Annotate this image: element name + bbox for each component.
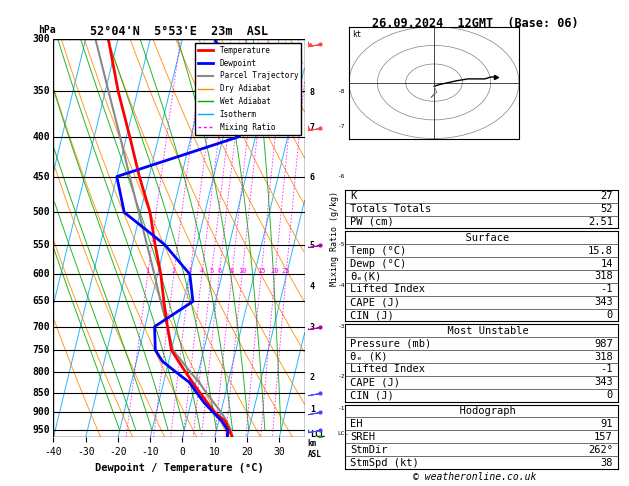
Text: 2.51: 2.51 xyxy=(588,217,613,227)
Text: hPa: hPa xyxy=(38,25,56,35)
Text: 262°: 262° xyxy=(588,445,613,455)
Text: 4: 4 xyxy=(200,268,204,274)
Text: Pressure (mb): Pressure (mb) xyxy=(350,339,431,349)
Text: 500: 500 xyxy=(32,208,50,217)
Text: Dewp (°C): Dewp (°C) xyxy=(350,259,406,269)
Text: -7: -7 xyxy=(338,124,345,129)
Text: Mixing Ratio (g/kg): Mixing Ratio (g/kg) xyxy=(330,191,338,286)
Text: 400: 400 xyxy=(32,132,50,141)
Legend: Temperature, Dewpoint, Parcel Trajectory, Dry Adiabat, Wet Adiabat, Isotherm, Mi: Temperature, Dewpoint, Parcel Trajectory… xyxy=(195,43,301,135)
Text: -4: -4 xyxy=(338,283,345,288)
Text: 700: 700 xyxy=(32,322,50,331)
Text: 15: 15 xyxy=(257,268,265,274)
Text: StmDir: StmDir xyxy=(350,445,387,455)
Text: 300: 300 xyxy=(32,34,50,44)
Text: 5: 5 xyxy=(209,268,213,274)
Bar xyxy=(53,39,305,437)
Text: Surface: Surface xyxy=(454,233,509,243)
Text: K: K xyxy=(350,191,357,201)
Text: 350: 350 xyxy=(32,86,50,96)
Text: 550: 550 xyxy=(32,240,50,250)
Text: 15.8: 15.8 xyxy=(588,245,613,256)
Text: 1: 1 xyxy=(146,268,150,274)
Text: 987: 987 xyxy=(594,339,613,349)
Text: Temp (°C): Temp (°C) xyxy=(350,245,406,256)
Text: 6: 6 xyxy=(217,268,221,274)
Text: 650: 650 xyxy=(32,296,50,307)
Text: km
ASL: km ASL xyxy=(308,439,321,459)
Text: θₑ(K): θₑ(K) xyxy=(350,271,381,281)
Text: 343: 343 xyxy=(594,297,613,307)
Text: Lifted Index: Lifted Index xyxy=(350,364,425,375)
Text: 800: 800 xyxy=(32,367,50,377)
Text: -1: -1 xyxy=(600,284,613,295)
Text: 3: 3 xyxy=(188,268,192,274)
Text: -5: -5 xyxy=(338,242,345,247)
Text: 26.09.2024  12GMT  (Base: 06): 26.09.2024 12GMT (Base: 06) xyxy=(372,17,578,30)
Text: 157: 157 xyxy=(594,432,613,442)
Text: 950: 950 xyxy=(32,425,50,435)
Text: kt: kt xyxy=(352,30,362,39)
Text: 318: 318 xyxy=(594,271,613,281)
Text: 0: 0 xyxy=(606,390,613,400)
Text: CIN (J): CIN (J) xyxy=(350,390,394,400)
Text: 318: 318 xyxy=(594,351,613,362)
Text: -6: -6 xyxy=(338,174,345,179)
Text: -3: -3 xyxy=(338,324,345,329)
Text: 600: 600 xyxy=(32,269,50,279)
Text: 850: 850 xyxy=(32,387,50,398)
Text: 0: 0 xyxy=(606,310,613,320)
Text: Most Unstable: Most Unstable xyxy=(435,326,528,336)
Text: EH: EH xyxy=(350,419,363,429)
Text: © weatheronline.co.uk: © weatheronline.co.uk xyxy=(413,472,537,482)
Title: 52°04'N  5°53'E  23m  ASL: 52°04'N 5°53'E 23m ASL xyxy=(90,25,269,38)
Text: θₑ (K): θₑ (K) xyxy=(350,351,387,362)
Text: 20: 20 xyxy=(271,268,279,274)
Text: -1: -1 xyxy=(600,364,613,375)
Text: Hodograph: Hodograph xyxy=(447,406,516,416)
X-axis label: Dewpoint / Temperature (°C): Dewpoint / Temperature (°C) xyxy=(95,463,264,473)
Text: 8: 8 xyxy=(230,268,234,274)
Text: 2: 2 xyxy=(172,268,176,274)
Text: 343: 343 xyxy=(594,377,613,387)
Text: 38: 38 xyxy=(600,457,613,468)
Text: CAPE (J): CAPE (J) xyxy=(350,297,400,307)
Text: LCL: LCL xyxy=(338,432,349,436)
Text: CAPE (J): CAPE (J) xyxy=(350,377,400,387)
Text: 91: 91 xyxy=(600,419,613,429)
Text: 27: 27 xyxy=(600,191,613,201)
Text: Totals Totals: Totals Totals xyxy=(350,204,431,214)
Text: 750: 750 xyxy=(32,345,50,355)
Text: StmSpd (kt): StmSpd (kt) xyxy=(350,457,419,468)
Text: 900: 900 xyxy=(32,407,50,417)
Text: Lifted Index: Lifted Index xyxy=(350,284,425,295)
Text: SREH: SREH xyxy=(350,432,375,442)
Text: 450: 450 xyxy=(32,172,50,182)
Text: -2: -2 xyxy=(338,374,345,379)
Text: -1: -1 xyxy=(338,406,345,411)
Text: 25: 25 xyxy=(282,268,291,274)
Text: 14: 14 xyxy=(600,259,613,269)
Text: 52: 52 xyxy=(600,204,613,214)
Text: CIN (J): CIN (J) xyxy=(350,310,394,320)
Text: PW (cm): PW (cm) xyxy=(350,217,394,227)
Text: -8: -8 xyxy=(338,89,345,94)
Text: 10: 10 xyxy=(238,268,247,274)
